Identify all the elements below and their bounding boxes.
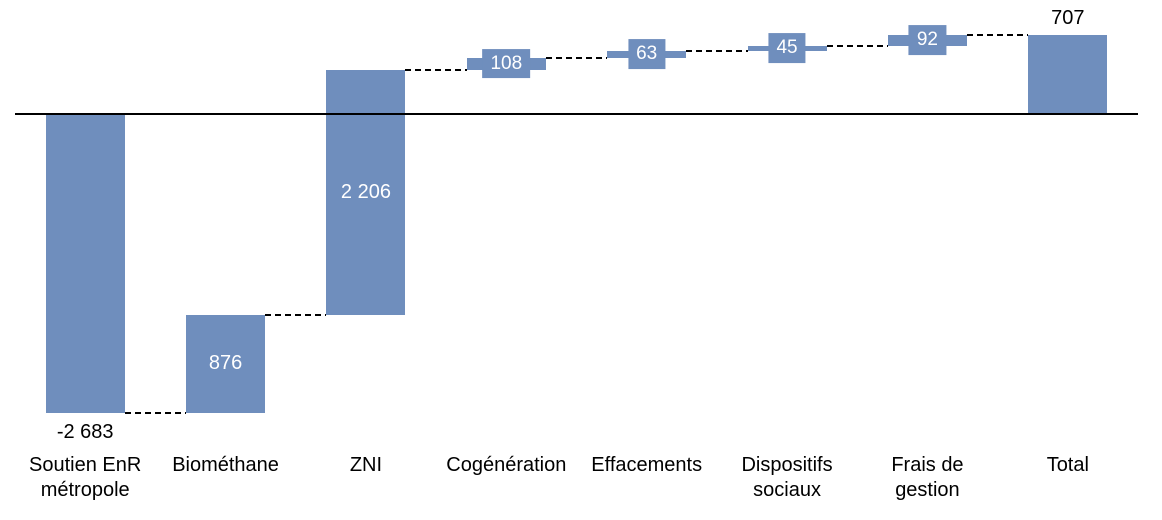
total-bar-7 <box>1028 35 1108 114</box>
category-label-6: Frais de gestion <box>891 454 964 501</box>
category-label-0: Soutien EnR métropole <box>29 454 142 501</box>
connector-line <box>265 314 327 317</box>
value-label-badge: 45 <box>768 33 806 63</box>
connector-line <box>826 44 888 47</box>
connector-line <box>405 68 467 71</box>
category-label-1: Biométhane <box>172 454 279 476</box>
category-label-3: Cogénération <box>446 454 567 476</box>
value-label-badge: 108 <box>482 48 531 79</box>
value-label-badge: 92 <box>908 25 947 56</box>
connector-line <box>545 56 608 59</box>
value-label: -2 683 <box>56 420 114 443</box>
category-label-4: Effacements <box>591 454 703 476</box>
waterfall-bar-1 <box>186 315 266 413</box>
connector-line <box>966 34 1029 37</box>
waterfall-bar-0 <box>45 114 125 413</box>
connector-line <box>124 411 187 414</box>
value-label-badge: 63 <box>628 39 666 69</box>
x-axis-zero-line <box>15 113 1138 115</box>
value-label: 876 <box>208 352 243 375</box>
category-label-5: Dispositifs sociaux <box>741 454 833 501</box>
waterfall-bar-2 <box>326 69 406 316</box>
connector-line <box>686 49 748 52</box>
category-label-2: ZNI <box>349 454 383 476</box>
category-label-7: Total <box>1046 454 1089 476</box>
value-label: 707 <box>1051 7 1085 30</box>
value-label: 2 206 <box>340 180 391 203</box>
